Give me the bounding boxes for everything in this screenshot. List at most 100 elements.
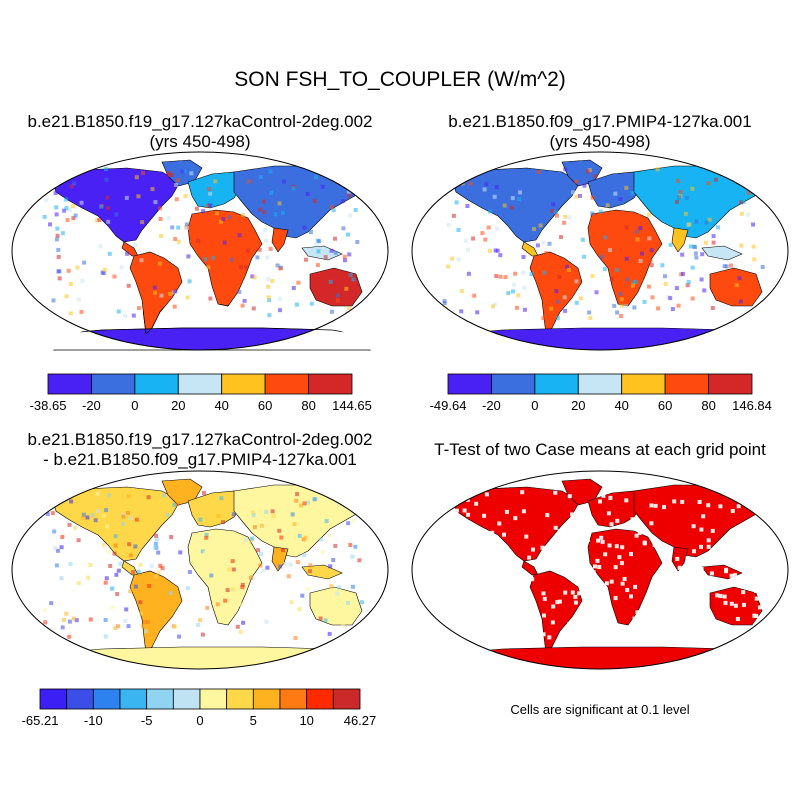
continent-sa-3	[129, 570, 183, 654]
colorbar-3-label-0: -65.21	[22, 713, 59, 728]
continent-au-1	[309, 267, 363, 307]
continent-na-3	[51, 486, 181, 562]
colorbar-3-bin-11	[332, 688, 361, 710]
colorbar-3-bin-8	[252, 688, 281, 710]
panel2-title: b.e21.B1850.f09_g17.PMIP4-127ka.001 (yrs…	[400, 112, 800, 152]
colorbar-2-label-1: -20	[482, 398, 501, 413]
colorbar-2-label-6: 80	[701, 398, 715, 413]
colorbar-3-bin-10	[306, 688, 334, 710]
continent-sea-3	[301, 564, 343, 580]
colorbar-2-bin-2	[534, 373, 579, 395]
panel1-title-line1: b.e21.B1850.f19_g17.127kaControl-2deg.00…	[27, 112, 373, 131]
continent-au-3	[309, 586, 363, 626]
land-layer-3	[31, 478, 373, 669]
colorbar-3-bin-4	[146, 688, 174, 710]
colorbar-3-label-4: 5	[250, 713, 257, 728]
panel3-title-line2: - b.e21.B1850.f09_g17.PMIP4-127ka.001	[43, 450, 357, 469]
continent-an-3	[31, 646, 373, 669]
continent-sea-1	[301, 245, 343, 261]
colorbar-3-bin-2	[92, 688, 121, 710]
colorbar-3: -65.21 -10 -5 0 5 10 46.27	[22, 688, 377, 728]
panel3-title-line1: b.e21.B1850.f19_g17.127kaControl-2deg.00…	[27, 430, 373, 449]
colorbar-3-bin-7	[226, 688, 254, 710]
colorbar-3-bin-0	[39, 688, 68, 710]
figure-title: SON FSH_TO_COUPLER (W/m^2)	[234, 68, 566, 91]
colorbar-3-bin-9	[279, 688, 308, 710]
colorbar-2-label-3: 20	[571, 398, 585, 413]
colorbar-1-bin-1	[91, 373, 136, 395]
colorbar-3-label-6: 46.27	[344, 713, 377, 728]
continent-na-4	[451, 486, 581, 562]
colorbar-3-label-5: 10	[299, 713, 313, 728]
panel4-title: T-Test of two Case means at each grid po…	[434, 440, 766, 459]
panel3-title: b.e21.B1850.f19_g17.127kaControl-2deg.00…	[0, 430, 400, 470]
continent-eu-1	[187, 171, 243, 209]
map-border-2	[411, 151, 789, 351]
panel1-title-line2: (yrs 450-498)	[149, 132, 251, 151]
colorbar-3-label-2: -5	[141, 713, 153, 728]
colorbar-1-label-4: 40	[214, 398, 228, 413]
colorbar-2-label-0: -49.64	[430, 398, 467, 413]
colorbar-3-bin-3	[119, 688, 148, 710]
significance-note: Cells are significant at 0.1 level	[510, 702, 690, 717]
colorbar-2-bin-0	[447, 373, 492, 395]
map-panel-1	[11, 151, 389, 351]
colorbar-1-bin-4	[221, 373, 266, 395]
colorbar-3-bin-6	[199, 688, 228, 710]
continent-an-2	[431, 327, 773, 350]
colorbar-2-bin-1	[491, 373, 536, 395]
colorbar-1-bin-2	[134, 373, 179, 395]
colorbar-1-label-2: 0	[131, 398, 138, 413]
colorbar-2-label-7: 146.84	[732, 398, 772, 413]
map-panel-3	[11, 470, 389, 670]
continent-in-1	[271, 227, 289, 253]
colorbar-3-label-3: 0	[196, 713, 203, 728]
colorbar-2-bin-6	[708, 373, 753, 395]
colorbar-1-label-6: 80	[301, 398, 315, 413]
land-layer-4	[431, 478, 773, 669]
panel2-title-line2: (yrs 450-498)	[549, 132, 651, 151]
panel1-title: b.e21.B1850.f19_g17.127kaControl-2deg.00…	[0, 112, 400, 152]
colorbar-2-label-5: 60	[658, 398, 672, 413]
colorbar-2-bin-4	[621, 373, 666, 395]
colorbar-3-label-1: -10	[84, 713, 103, 728]
colorbar-1-bin-3	[177, 373, 223, 395]
panel2-title-line1: b.e21.B1850.f09_g17.PMIP4-127ka.001	[448, 112, 752, 131]
continent-af-1	[187, 209, 263, 307]
colorbars: -38.65 -20 0 20 40 60 80 144.65 -49.64 -20 0 20 40 60…	[22, 373, 772, 728]
colorbar-1-label-3: 20	[171, 398, 185, 413]
colorbar-1-label-7: 144.65	[332, 398, 372, 413]
colorbar-1-bin-5	[264, 373, 309, 395]
continent-eu-2	[587, 171, 643, 209]
colorbar-2-bin-3	[577, 373, 623, 395]
colorbar-1-bin-0	[47, 373, 92, 395]
continent-na-1	[51, 167, 181, 243]
colorbar-1-label-1: -20	[82, 398, 101, 413]
continent-sea-2	[701, 245, 743, 261]
colorbar-3-bin-5	[172, 688, 201, 710]
continent-sa-4	[529, 570, 583, 654]
colorbar-1: -38.65 -20 0 20 40 60 80 144.65	[30, 373, 372, 413]
map-panel-4	[411, 470, 789, 670]
continent-ca-2	[521, 241, 539, 257]
land-layer-2	[431, 159, 773, 350]
colorbar-1-label-5: 60	[258, 398, 272, 413]
map-border-3	[11, 470, 389, 670]
colorbar-3-bin-1	[66, 688, 94, 710]
continent-ca-3	[121, 560, 139, 576]
colorbar-1-label-0: -38.65	[30, 398, 67, 413]
continent-an-1	[31, 327, 373, 350]
map-border-1	[11, 151, 389, 351]
colorbar-2-label-2: 0	[531, 398, 538, 413]
map-panel-2	[411, 151, 789, 351]
map-border-4	[411, 470, 789, 670]
continent-na-2	[451, 167, 581, 243]
colorbar-2-bin-5	[664, 373, 709, 395]
colorbar-2-label-4: 40	[614, 398, 628, 413]
colorbar-1-bin-6	[308, 373, 353, 395]
continent-an-4	[431, 646, 773, 669]
colorbar-2: -49.64 -20 0 20 40 60 80 146.84	[430, 373, 772, 413]
land-layer-1	[31, 159, 373, 350]
continent-ca-4	[521, 560, 539, 576]
